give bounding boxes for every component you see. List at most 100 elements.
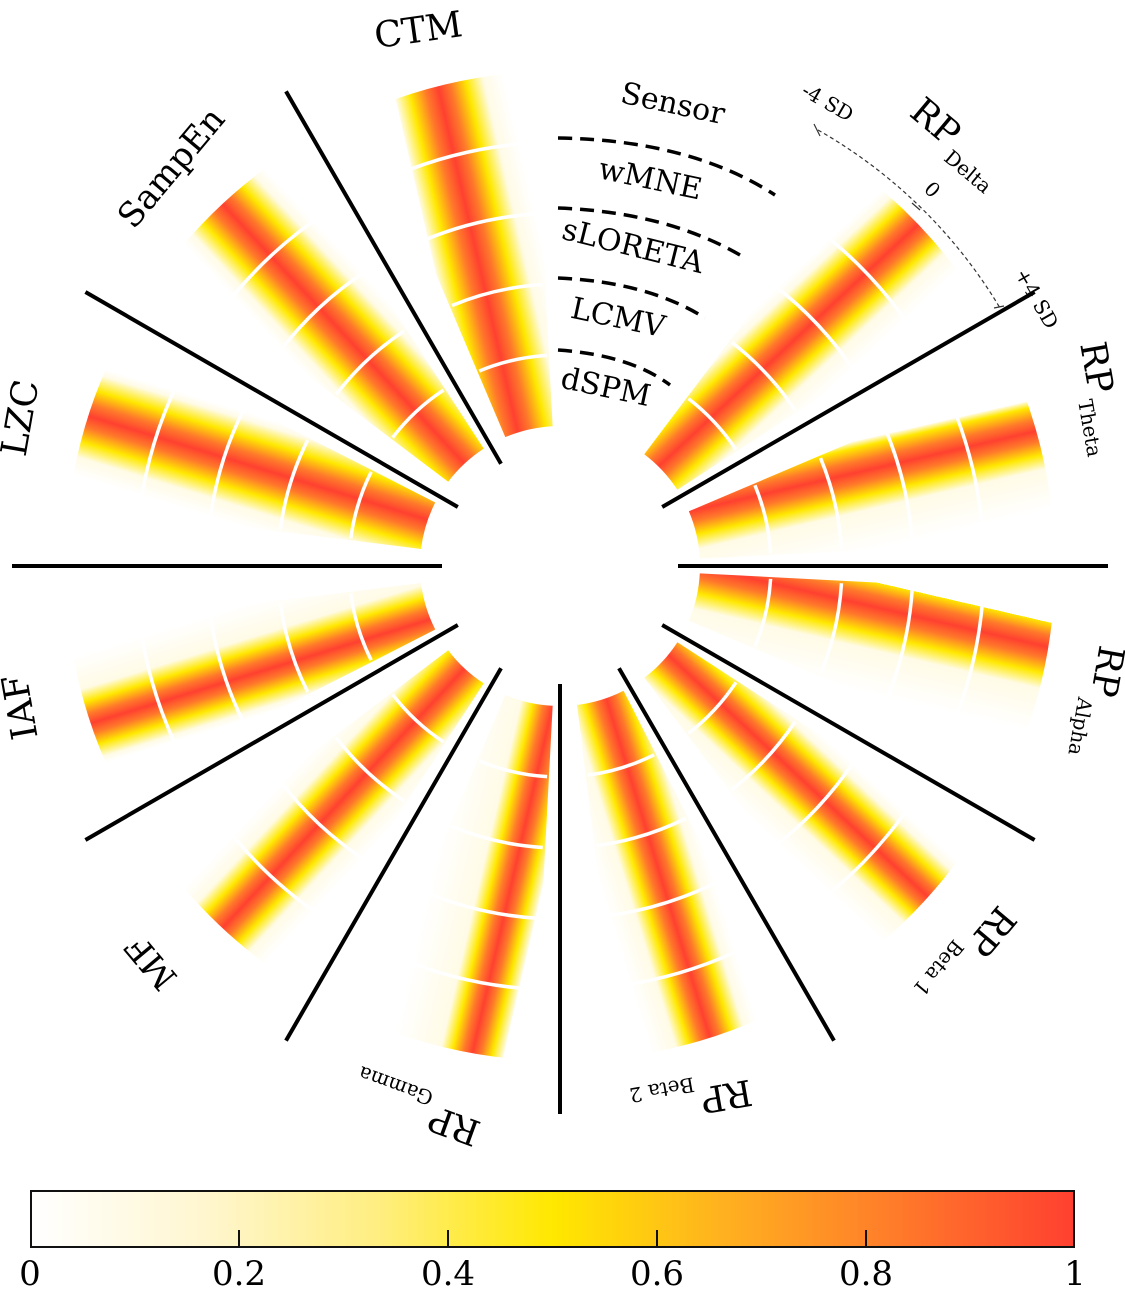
ring-divider: [687, 397, 738, 451]
ring-divider: [349, 471, 373, 539]
legend-sloreta: sLORETA: [559, 212, 708, 281]
wedge-rp-beta-1: [644, 642, 976, 962]
colorbar-tick-label: 1: [1064, 1254, 1086, 1294]
ring-divider: [950, 403, 985, 541]
wedge-separators: [12, 90, 1108, 1114]
wedge-rp-theta: [688, 372, 1055, 559]
ring-divider: [884, 587, 915, 702]
separator-line: [661, 623, 1036, 842]
wedge-rp-beta-2: [577, 690, 785, 1058]
ring-divider: [334, 736, 406, 803]
colorbar-tick-label: 0.2: [211, 1254, 267, 1294]
colorbar-tick-label: 0.8: [838, 1254, 894, 1294]
ring-divider: [278, 602, 310, 693]
colorbar-tick-label: 0: [19, 1254, 41, 1294]
sd-zero-label: 0: [919, 177, 945, 203]
ring-divider: [208, 407, 246, 521]
feature-label: RPGamma: [346, 1061, 488, 1153]
ring-divider: [278, 270, 367, 353]
separator-line: [284, 667, 503, 1042]
wedge-sampen: [164, 150, 484, 482]
colorbar-tick-label: 0.4: [420, 1254, 476, 1294]
ring-divider: [424, 211, 539, 242]
wedge-rp-delta: [644, 170, 976, 490]
ring-divider: [950, 591, 985, 729]
sd-plus-label: +4 SD: [1010, 264, 1064, 333]
ring-divider: [615, 943, 750, 989]
sd-minus-label: -4 SD: [798, 78, 858, 127]
ring-divider: [222, 210, 327, 309]
separator-line: [84, 623, 459, 842]
legend-wmne: wMNE: [596, 152, 706, 208]
ring-divider: [208, 611, 246, 725]
feature-wedges: [68, 71, 1055, 1061]
feature-label: MF: [117, 927, 185, 997]
ring-divider: [397, 956, 535, 991]
ring-divider: [478, 353, 548, 373]
colorbar-tick-mark: [656, 1230, 658, 1246]
ring-divider: [451, 282, 543, 308]
feature-label: RPTheta: [1063, 339, 1125, 459]
ring-divider: [753, 484, 773, 554]
ring-divider: [334, 329, 406, 396]
ring-divider: [817, 228, 916, 333]
colorbar-tick-mark: [238, 1230, 240, 1246]
legend-lcmv: LCMV: [568, 291, 670, 345]
legend-divider-2: [557, 206, 741, 257]
ring-divider: [773, 284, 856, 373]
ring-divider: [817, 799, 916, 904]
colorbar-tick-label: 0.6: [629, 1254, 685, 1294]
ring-divider: [596, 816, 687, 848]
ring-divider: [349, 593, 373, 661]
legend-dspm: dSPM: [558, 361, 654, 414]
separator-line: [661, 290, 1036, 509]
legend-sensor: Sensor: [618, 76, 729, 132]
ring-divider: [818, 583, 844, 675]
legend-divider-3: [557, 276, 706, 320]
wedge-rp-gamma: [366, 694, 553, 1061]
ring-divider: [137, 376, 183, 511]
ring-divider: [391, 693, 445, 744]
wedge-ctm: [366, 71, 553, 438]
sd-scale-arc: [817, 129, 1001, 309]
feature-label: RPDelta: [897, 90, 1012, 198]
wedge-iaf: [68, 583, 436, 791]
ring-divider: [753, 578, 773, 648]
ring-divider: [884, 430, 915, 545]
feature-label: RPBeta 1: [908, 893, 1023, 1017]
separator-line: [84, 290, 459, 509]
ring-divider: [687, 681, 738, 735]
feature-label: IAF: [0, 671, 47, 742]
colorbar-ticks: 0 0.2 0.4 0.6 0.8 1: [19, 1230, 1086, 1294]
colorbar-tick-mark: [865, 1230, 867, 1246]
polar-density-chart: Sensor wMNE sLORETA LCMV dSPM -4 SD 0 +4…: [0, 4, 1125, 1153]
wedge-mf: [164, 650, 484, 982]
ring-divider: [451, 824, 543, 850]
colorbar-tick-mark: [447, 1230, 449, 1246]
feature-label: RPBeta 2: [628, 1063, 756, 1132]
ring-divider: [773, 759, 856, 848]
ring-divider: [222, 823, 327, 922]
ring-divider: [730, 720, 797, 792]
feature-label: RPAlpha: [1063, 641, 1125, 762]
wedge-rp-alpha: [688, 573, 1055, 760]
ring-divider: [424, 890, 539, 921]
feature-label: LZC: [0, 377, 48, 459]
ring-divider: [397, 141, 535, 176]
ring-divider: [605, 880, 719, 918]
colorbar: [30, 1190, 1075, 1248]
legend-divider-1: [557, 136, 776, 197]
feature-label: CTM: [372, 4, 465, 57]
ring-divider: [278, 439, 310, 530]
ring-divider: [478, 759, 548, 779]
ring-divider: [391, 388, 445, 439]
separator-line: [284, 90, 503, 465]
wedge-lzc: [68, 341, 436, 549]
ring-divider: [278, 779, 367, 862]
ring-divider: [818, 457, 844, 549]
ring-divider: [730, 340, 797, 412]
ring-dividers: [137, 141, 985, 991]
separator-line: [617, 667, 836, 1042]
ring-divider: [137, 621, 183, 756]
